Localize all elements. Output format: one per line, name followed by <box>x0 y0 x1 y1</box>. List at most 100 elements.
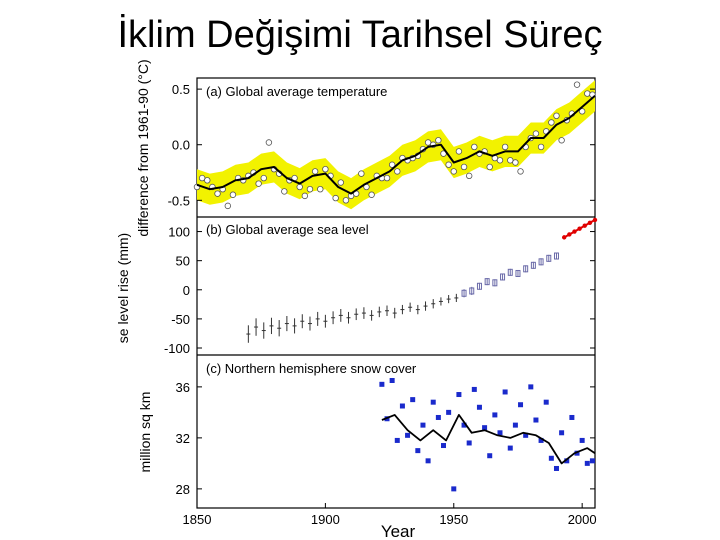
temperature-point <box>204 177 211 184</box>
snow-cover-point <box>502 389 508 395</box>
sea-level-point <box>492 279 498 287</box>
snow-cover-point <box>589 458 595 464</box>
snow-cover-point <box>399 403 405 409</box>
x-tick-label: 1850 <box>183 512 212 527</box>
sea-level-y-label: se level rise (mm) <box>115 233 131 343</box>
temperature-point <box>337 179 344 186</box>
snow-cover-panel-title: (c) Northern hemisphere snow cover <box>206 361 417 376</box>
snow-cover-point <box>394 437 400 443</box>
temperature-point <box>306 185 314 193</box>
temperature-point <box>311 168 319 175</box>
snow-cover-point <box>425 458 431 464</box>
y-tick-label: 32 <box>176 431 190 446</box>
temperature-point <box>383 174 391 182</box>
panel-sea-level: -100 -50 0 50 100 (b) Global average sea lev… <box>115 217 598 356</box>
temperature-point <box>445 161 452 168</box>
satellite-sea-level-point <box>572 229 577 234</box>
sea-level-point <box>476 282 482 290</box>
snow-cover-point <box>553 465 559 471</box>
panel-temperature: -0.5 0.0 0.5 (a) Global average temperatur… <box>135 59 596 237</box>
snow-cover-point <box>430 399 436 405</box>
temperature-point <box>532 130 540 137</box>
snow-cover-point <box>584 460 590 466</box>
temperature-point <box>573 81 581 88</box>
snow-cover-point <box>405 432 411 438</box>
y-tick-label: 0 <box>183 283 190 298</box>
temperature-point <box>486 163 493 171</box>
sea-level-point <box>461 289 467 297</box>
snow-cover-point <box>379 381 385 387</box>
snow-cover-point <box>410 397 416 403</box>
y-tick-label: 50 <box>176 254 190 269</box>
y-tick-label: 0.5 <box>172 82 190 97</box>
temperature-point <box>507 157 514 164</box>
snow-cover-point <box>528 384 534 390</box>
temperature-point <box>229 191 237 198</box>
temperature-point <box>455 148 463 155</box>
snow-cover-point <box>538 437 544 443</box>
snow-cover-point <box>492 412 498 418</box>
temperature-point <box>435 137 442 144</box>
temperature-point <box>537 143 545 151</box>
temperature-point <box>332 194 339 202</box>
sea-level-points <box>246 217 598 343</box>
temperature-panel-title: (a) Global average temperature <box>206 84 387 99</box>
snow-cover-point <box>523 432 529 438</box>
snow-cover-point <box>466 440 472 446</box>
sea-level-panel-title: (b) Global average sea level <box>206 222 369 237</box>
temperature-point <box>578 108 586 115</box>
temperature-point <box>465 172 473 180</box>
temperature-y-label: difference from 1961-90 (°C) <box>135 59 151 236</box>
sea-level-point <box>469 287 475 295</box>
temperature-point <box>584 90 591 97</box>
temperature-point <box>558 137 565 144</box>
snow-cover-smoothed-polyline <box>381 413 596 465</box>
snow-cover-point <box>471 386 477 392</box>
x-tick-label: 1900 <box>311 512 340 527</box>
sea-level-point <box>507 268 513 276</box>
satellite-sea-level-point <box>587 220 593 226</box>
sea-level-point <box>484 278 490 286</box>
snow-cover-point <box>579 437 585 443</box>
temperature-smoothed-line <box>196 95 596 195</box>
snow-cover-point <box>446 409 452 415</box>
temperature-point <box>342 197 350 204</box>
temperature-point <box>512 159 519 166</box>
temperature-point <box>368 191 375 198</box>
y-tick-label: 100 <box>168 225 190 240</box>
snow-cover-y-ticks: 28 32 36 <box>176 380 595 497</box>
panel-snow-cover: 28 32 36 1850 1900 1950 2000 (c) Northern hem… <box>137 361 597 540</box>
snow-cover-point <box>415 448 421 454</box>
sea-level-point <box>546 254 552 262</box>
snow-cover-point <box>533 417 539 423</box>
snow-cover-point <box>456 392 462 398</box>
temperature-point <box>255 180 262 187</box>
y-tick-label: -0.5 <box>168 193 190 208</box>
x-tick-label: 1950 <box>439 512 468 527</box>
y-tick-label: 28 <box>176 482 190 497</box>
temperature-point <box>281 188 288 195</box>
snow-cover-point <box>559 430 565 436</box>
snow-cover-point <box>507 445 513 451</box>
satellite-sea-level-point <box>567 232 572 237</box>
temperature-y-ticks: -0.5 0.0 0.5 <box>168 82 595 208</box>
snow-cover-points <box>379 378 595 492</box>
temperature-smoothed-polyline <box>196 95 596 195</box>
temperature-point <box>450 168 457 175</box>
temperature-point <box>317 185 324 193</box>
snow-cover-point <box>512 422 518 428</box>
temperature-point <box>496 157 504 164</box>
snow-cover-point <box>441 443 447 449</box>
sea-level-point <box>538 258 544 266</box>
temperature-point <box>198 174 206 182</box>
temperature-point <box>260 174 267 182</box>
temperature-point <box>301 192 309 200</box>
snow-cover-point <box>564 458 570 464</box>
snow-cover-point <box>569 414 575 420</box>
snow-cover-point <box>518 402 524 408</box>
temperature-point <box>501 143 509 151</box>
snow-cover-point <box>435 414 441 420</box>
temperature-point <box>358 170 365 177</box>
y-tick-label: 36 <box>176 380 190 395</box>
